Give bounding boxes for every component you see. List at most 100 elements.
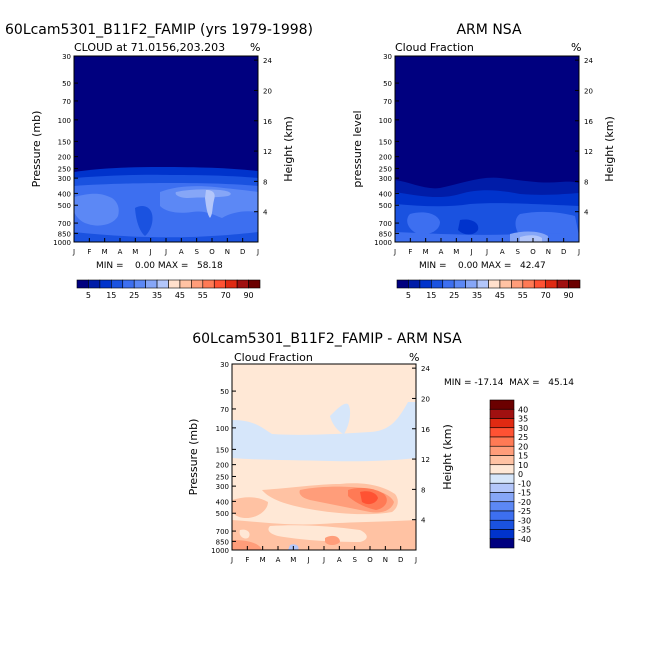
obs-month-label: A [500,248,505,256]
obs-month-label: J [470,248,473,256]
diff-pressure-tick-label: 200 [216,462,229,470]
model-month-label: D [240,248,245,256]
diff-colorbar-label: 10 [518,461,528,470]
diff-month-label: J [322,556,325,564]
obs-colorbar-swatch [442,279,455,289]
diff-colorbar-label: 30 [518,424,528,433]
diff-month-label: M [290,556,296,564]
diff-colorbar-swatch [489,510,515,521]
obs-pressure-tick-label: 400 [379,190,392,198]
diff-colorbar-swatch [489,538,515,549]
obs-colorbar-swatch [476,279,489,289]
model-month-label: N [225,248,230,256]
diff-colorbar-label: 15 [518,452,528,461]
model-pressure-tick-label: 30 [62,53,71,61]
model-ylabel: Pressure (mb) [30,111,43,188]
diff-subtitle: Cloud Fraction [234,351,313,364]
model-colorbar-swatch [133,279,146,289]
model-colorbar-swatch [88,279,101,289]
diff-pressure-tick-label: 400 [216,498,229,506]
obs-height-tick-label: 12 [584,148,593,156]
diff-colorbar-swatch [489,418,515,429]
model-unit: % [250,41,260,54]
obs-pressure-tick-label: 850 [379,230,392,238]
diff-month-label: S [352,556,357,564]
model-height-tick-label: 20 [263,87,272,95]
model-panel: CLOUD at 71.0156,203.203 % 30 50 70 100 150 2… [30,41,295,300]
diff-colorbar-swatch [489,519,515,530]
model-colorbar-swatch [122,279,135,289]
obs-month-label: M [453,248,459,256]
diff-month-label: J [414,556,417,564]
model-colorbar-label: 35 [152,291,162,300]
diff-pressure-tick-label: 30 [220,361,229,369]
obs-colorbar-swatch [499,279,512,289]
diff-colorbar-label: 35 [518,415,528,424]
diff-pressure-tick-label: 70 [220,406,229,414]
diff-pressure-tick-label: 500 [216,510,229,518]
model-colorbar-swatch [145,279,158,289]
model-pressure-tick-label: 200 [58,154,71,162]
model-month-label: F [87,248,91,256]
obs-month-label: O [530,248,536,256]
diff-height-tick-label: 16 [421,426,430,434]
model-colorbar-swatch [99,279,112,289]
obs-colorbar-label: 45 [495,291,505,300]
obs-colorbar-label: 90 [563,291,573,300]
model-pressure-tick-label: 50 [62,80,71,88]
model-pressure-tick-label: 70 [62,98,71,106]
obs-colorbar-label: 15 [426,291,436,300]
obs-height-tick-label: 4 [584,209,589,217]
diff-pressure-tick-label: 850 [216,538,229,546]
obs-colorbar-label: 35 [472,291,482,300]
diff-pressure-tick-label: 700 [216,528,229,536]
obs-month-label: N [546,248,551,256]
diff-height-tick-label: 24 [421,365,430,373]
obs-month-label: S [515,248,520,256]
model-month-label: J [164,248,167,256]
obs-pressure-tick-label: 700 [379,220,392,228]
model-colorbar-label: 25 [129,291,139,300]
diff-colorbar-label: -35 [518,526,531,535]
model-month-label: S [194,248,199,256]
diff-colorbar-label: -15 [518,489,531,498]
diff-month-label: M [260,556,266,564]
obs-colorbar-swatch [568,279,581,289]
model-colorbar-swatch [236,279,249,289]
model-month-label: M [132,248,138,256]
model-month-label: A [179,248,184,256]
diff-month-label: F [245,556,249,564]
obs-pressure-tick-label: 70 [383,98,392,106]
diff-title: 60Lcam5301_B11F2_FAMIP - ARM NSA [192,331,462,347]
diff-month-label: O [367,556,373,564]
obs-colorbar-label: 25 [449,291,459,300]
obs-month-label: J [485,248,488,256]
diff-month-label: D [398,556,403,564]
obs-colorbar-swatch [408,279,421,289]
obs-colorbar-swatch [556,279,569,289]
diff-colorbar-swatch [489,464,515,475]
model-pressure-tick-label: 300 [58,175,71,183]
obs-month-label: J [393,248,396,256]
obs-height-tick-label: 8 [584,178,588,186]
model-pressure-tick-label: 850 [58,230,71,238]
diff-pressure-tick-label: 150 [216,446,229,454]
obs-contour-field [395,56,579,242]
model-colorbar-swatch [213,279,226,289]
diff-colorbar-label: 25 [518,433,528,442]
diff-colorbar-label: -30 [518,516,531,525]
model-pressure-tick-label: 700 [58,220,71,228]
obs-colorbar-label: 70 [541,291,551,300]
diff-colorbar-label: -25 [518,507,531,516]
model-pressure-tick-label: 400 [58,190,71,198]
diff-pressure-tick-label: 300 [216,483,229,491]
model-subtitle: CLOUD at 71.0156,203.203 [74,41,225,54]
obs-month-label: F [408,248,412,256]
obs-pressure-tick-label: 200 [379,154,392,162]
diff-colorbar-swatch [489,445,515,456]
diff-height-tick-label: 20 [421,395,430,403]
model-month-label: J [149,248,152,256]
obs-colorbar-swatch [488,279,501,289]
obs-colorbar-swatch [511,279,524,289]
model-stats: MIN = 0.00 MAX = 58.18 [96,261,223,271]
